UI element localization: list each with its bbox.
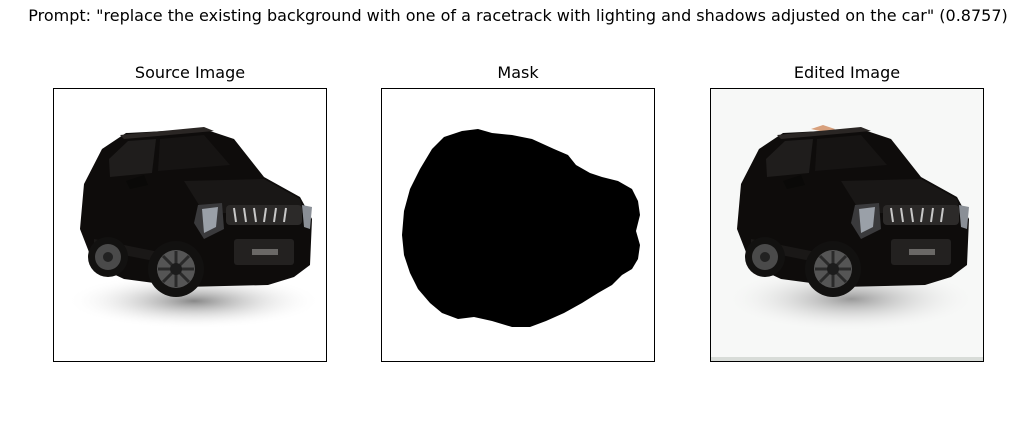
mask-image [382, 89, 654, 361]
edited-car-image [711, 89, 983, 361]
mask-title: Mask [497, 63, 539, 82]
source-image-title: Source Image [134, 63, 246, 82]
edited-image-title: Edited Image [793, 63, 901, 82]
edited-image-panel [710, 88, 984, 362]
source-image-panel [53, 88, 327, 362]
figure-title: Prompt: "replace the existing background… [28, 6, 1008, 25]
mask-panel [381, 88, 655, 362]
source-car-image [54, 89, 326, 361]
